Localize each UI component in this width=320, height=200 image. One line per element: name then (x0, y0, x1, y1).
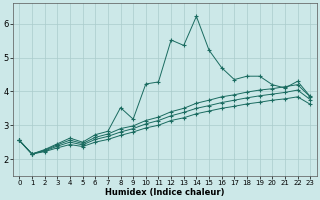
X-axis label: Humidex (Indice chaleur): Humidex (Indice chaleur) (105, 188, 225, 197)
